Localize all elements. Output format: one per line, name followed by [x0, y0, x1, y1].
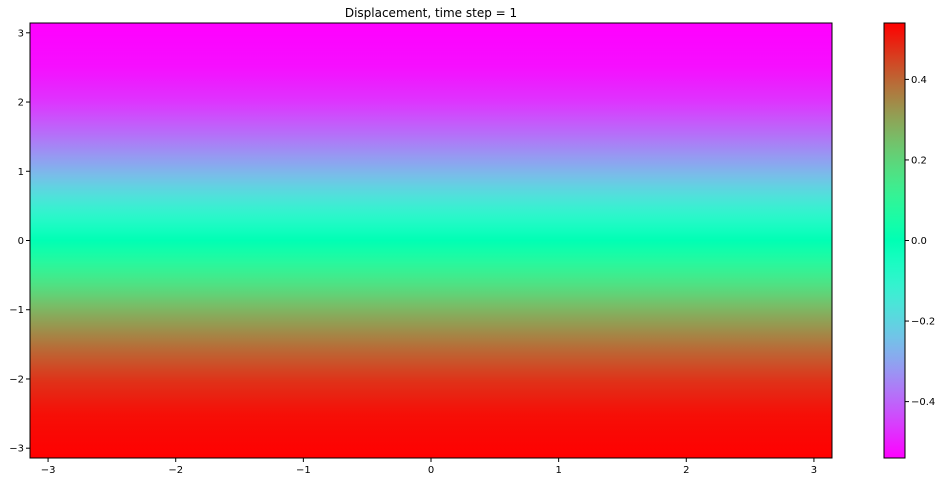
y-tick-label: 2 [18, 98, 24, 109]
y-tick-label: −2 [9, 374, 24, 385]
x-tick-label: 0 [428, 465, 434, 476]
x-tick-label: 1 [555, 465, 561, 476]
y-tick-label: 1 [18, 167, 24, 178]
colorbar-tick-label: 0.4 [911, 75, 927, 86]
colorbar-tick-label: −0.2 [911, 317, 935, 328]
heatmap-field [30, 23, 832, 458]
y-axis: −3 −2 −1 0 1 2 3 [9, 28, 30, 455]
x-tick-label: 2 [683, 465, 689, 476]
x-tick-label: −3 [41, 465, 56, 476]
colorbar: −0.4 −0.2 0.0 0.2 0.4 [883, 22, 935, 459]
y-tick-label: 3 [18, 28, 24, 39]
colorbar-tick-label: −0.4 [911, 397, 935, 408]
x-axis: −3 −2 −1 0 1 2 3 [41, 458, 817, 476]
colorbar-tick-label: 0.2 [911, 155, 927, 166]
y-tick-label: −1 [9, 305, 24, 316]
heatmap-plot-area [29, 22, 833, 459]
x-tick-label: −2 [168, 465, 183, 476]
y-tick-label: 0 [18, 236, 24, 247]
chart-title: Displacement, time step = 1 [345, 6, 517, 20]
x-tick-label: 3 [811, 465, 817, 476]
x-tick-label: −1 [296, 465, 311, 476]
colorbar-tick-label: 0.0 [911, 236, 927, 247]
colorbar-ticks: −0.4 −0.2 0.0 0.2 0.4 [905, 75, 935, 408]
colorbar-fill [884, 23, 905, 458]
y-tick-label: −3 [9, 444, 24, 455]
